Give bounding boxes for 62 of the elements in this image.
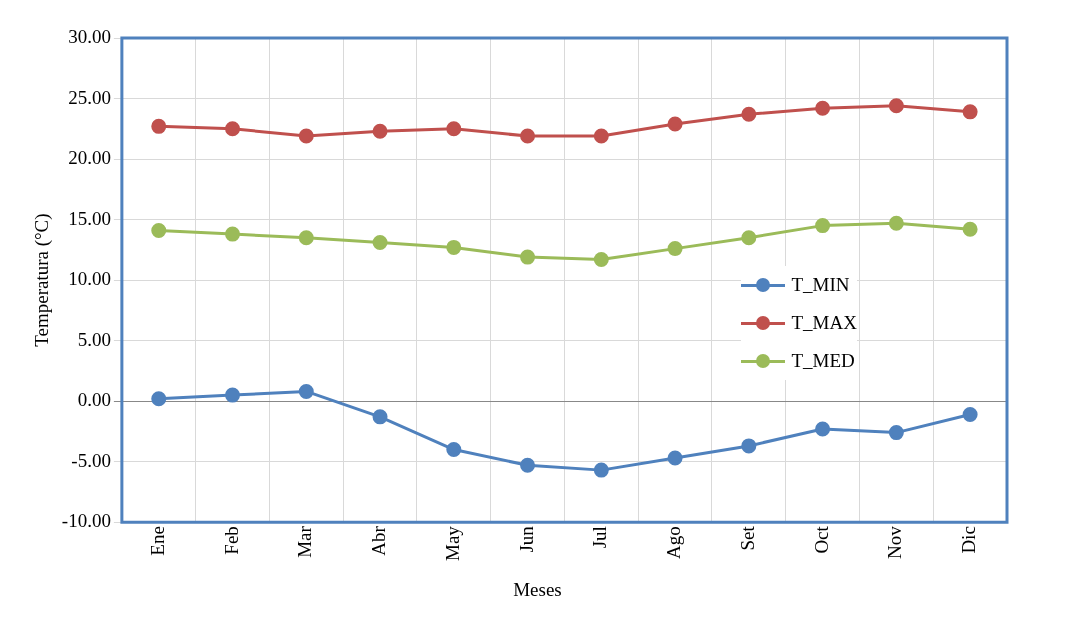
x-tick-label: Ago [663,526,685,559]
x-axis-title: Meses [512,579,563,601]
x-tick-label: Abr [368,525,390,556]
point [815,218,831,234]
y-tick-label: 25.00 [68,86,111,108]
point [667,241,683,257]
point [225,121,241,137]
point [888,215,904,231]
point [593,252,609,268]
point [372,123,388,139]
point [667,450,683,466]
x-tick-label: Dic [958,526,980,554]
point [815,421,831,437]
point [298,383,314,399]
y-axis-title: Temperatura (°C) [31,213,54,347]
point [151,391,167,407]
x-tick-label: Nov [884,525,906,559]
point [151,118,167,134]
point [446,442,462,458]
x-tick-label: May [441,525,463,561]
point [962,406,978,422]
point [372,235,388,251]
point [446,239,462,255]
point [520,249,536,265]
y-tick-label: 5.00 [77,328,111,350]
y-tick-label: -5.00 [71,449,111,471]
point [888,98,904,114]
point [593,128,609,144]
x-tick-label: Feb [220,526,242,555]
x-tick-label: Oct [810,525,832,554]
point [888,425,904,441]
legend-label: T_MIN [791,272,850,297]
point [741,438,757,454]
point [593,462,609,478]
x-tick-label: Mar [294,525,316,558]
y-tick-label: 20.00 [68,147,111,169]
point [667,116,683,132]
point [520,457,536,473]
point [962,221,978,237]
point [741,230,757,246]
point [225,226,241,242]
x-tick-label: Ene [146,526,168,556]
point [962,104,978,120]
x-tick-label: Jul [589,526,611,549]
legend-label: T_MED [791,348,855,373]
point [741,106,757,122]
legend-label: T_MAX [791,310,857,335]
point [225,387,241,403]
point [815,100,831,116]
point [520,128,536,144]
point [446,121,462,137]
x-tick-label: Set [736,525,758,551]
y-tick-label: -10.00 [61,510,111,532]
point [298,230,314,246]
point [298,128,314,144]
y-tick-label: 30.00 [68,25,111,47]
y-tick-label: 10.00 [68,268,111,290]
point [151,222,167,238]
point [372,409,388,425]
y-tick-label: 15.00 [68,207,111,229]
x-tick-label: Jun [515,525,537,553]
y-tick-label: 0.00 [77,389,111,411]
